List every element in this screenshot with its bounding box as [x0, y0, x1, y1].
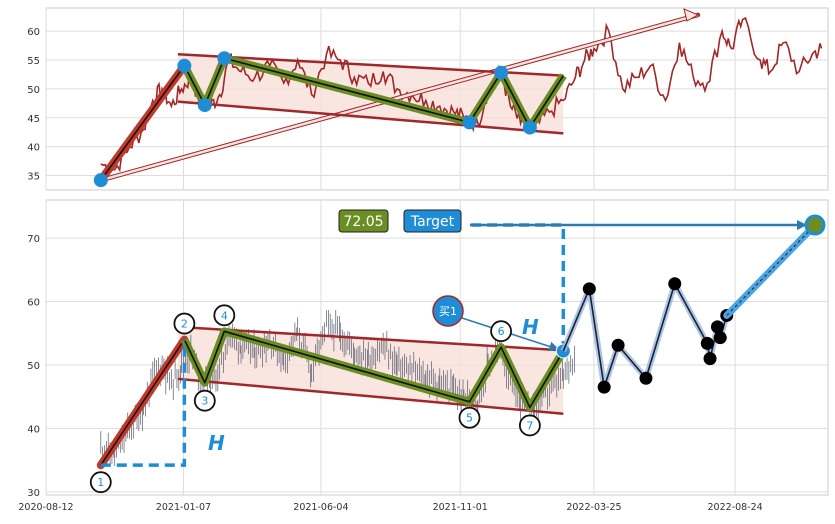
target-arrow-head: [683, 8, 700, 22]
pattern-point: [462, 115, 477, 130]
buy-marker: 买1: [432, 295, 464, 327]
lower-channel-line: [177, 100, 564, 135]
value-box-label: 72.05: [343, 214, 383, 230]
bottom-y-tick-label: 30: [27, 488, 40, 499]
projection-path: [560, 214, 826, 394]
top-pattern: [93, 8, 701, 188]
bottom-y-tick-label: 70: [27, 234, 40, 245]
target-box: Target: [403, 209, 462, 233]
flagpole-line: [100, 65, 185, 181]
pattern-point-labels: 1 2 3 4 5 6 7: [89, 304, 541, 494]
pattern-point: [522, 120, 537, 135]
height-measure-right: [470, 223, 566, 351]
bottom-y-tick-label: 40: [27, 424, 40, 435]
point-label-text: 4: [221, 309, 228, 322]
target-leg-band: [723, 221, 819, 319]
projection-point: [668, 277, 682, 291]
point-label-text: 5: [466, 412, 473, 425]
projection-point: [700, 336, 714, 350]
projection-point: [582, 282, 596, 296]
projection-point: [611, 338, 625, 352]
point-label-ring: [490, 320, 512, 343]
pattern-point: [177, 58, 192, 73]
pattern-point: [217, 51, 232, 66]
top-y-tick-label: 55: [27, 56, 40, 67]
height-measure-left: [100, 339, 187, 467]
point-label-text: 6: [498, 325, 505, 338]
x-tick-label: 2022-03-25: [566, 502, 621, 513]
point-label-ring: [193, 389, 216, 412]
point-label-ring: [458, 406, 481, 429]
flagpole-line: [100, 339, 186, 466]
x-tick-label: 2021-01-07: [156, 502, 211, 513]
pattern-point: [93, 173, 108, 188]
x-tick-label: 2021-06-04: [293, 502, 348, 513]
projection-point: [703, 352, 717, 366]
point-label-ring: [213, 304, 236, 327]
x-tick-labels: 2020-08-12 2021-01-07 2021-06-04 2021-11-01…: [18, 502, 762, 513]
point-label-text: 1: [97, 476, 104, 489]
top-y-tick-label: 45: [27, 114, 40, 125]
lower-channel-line: [177, 377, 564, 416]
h-label-right: H: [522, 315, 539, 339]
point-label-ring: [173, 312, 196, 335]
projection-point: [710, 320, 724, 334]
bottom-y-tick-labels: 30 40 50 60 70: [27, 234, 40, 499]
h-label-left: H: [208, 431, 225, 455]
top-y-tick-labels: 35 40 45 50 55 60: [27, 27, 40, 182]
target-box-label: Target: [410, 214, 455, 230]
value-box: 72.05: [338, 209, 389, 233]
projection-point: [597, 380, 611, 394]
point-label-text: 7: [526, 419, 533, 432]
x-tick-label: 2022-08-24: [708, 502, 763, 513]
x-tick-label: 2021-11-01: [433, 502, 488, 513]
projection-point: [639, 371, 653, 385]
projection-point: [713, 331, 727, 345]
point-label-ring: [518, 414, 541, 437]
point-label-text: 3: [201, 395, 208, 408]
bottom-y-tick-label: 50: [27, 361, 40, 372]
top-y-tick-label: 60: [27, 27, 40, 38]
target-point: [804, 214, 826, 236]
buy-marker-label: 买1: [439, 305, 457, 318]
pattern-point: [197, 98, 212, 113]
bottom-pattern: [96, 220, 807, 470]
pattern-point: [494, 65, 509, 80]
top-y-tick-label: 50: [27, 85, 40, 96]
target-arrow: [100, 13, 699, 182]
top-y-tick-label: 40: [27, 143, 40, 154]
top-y-tick-label: 35: [27, 172, 40, 183]
point-label-text: 2: [181, 318, 188, 331]
point-label-ring: [89, 471, 112, 494]
x-tick-label: 2020-08-12: [18, 502, 73, 513]
flag-line: [183, 330, 564, 409]
bottom-y-tick-label: 60: [27, 298, 40, 309]
